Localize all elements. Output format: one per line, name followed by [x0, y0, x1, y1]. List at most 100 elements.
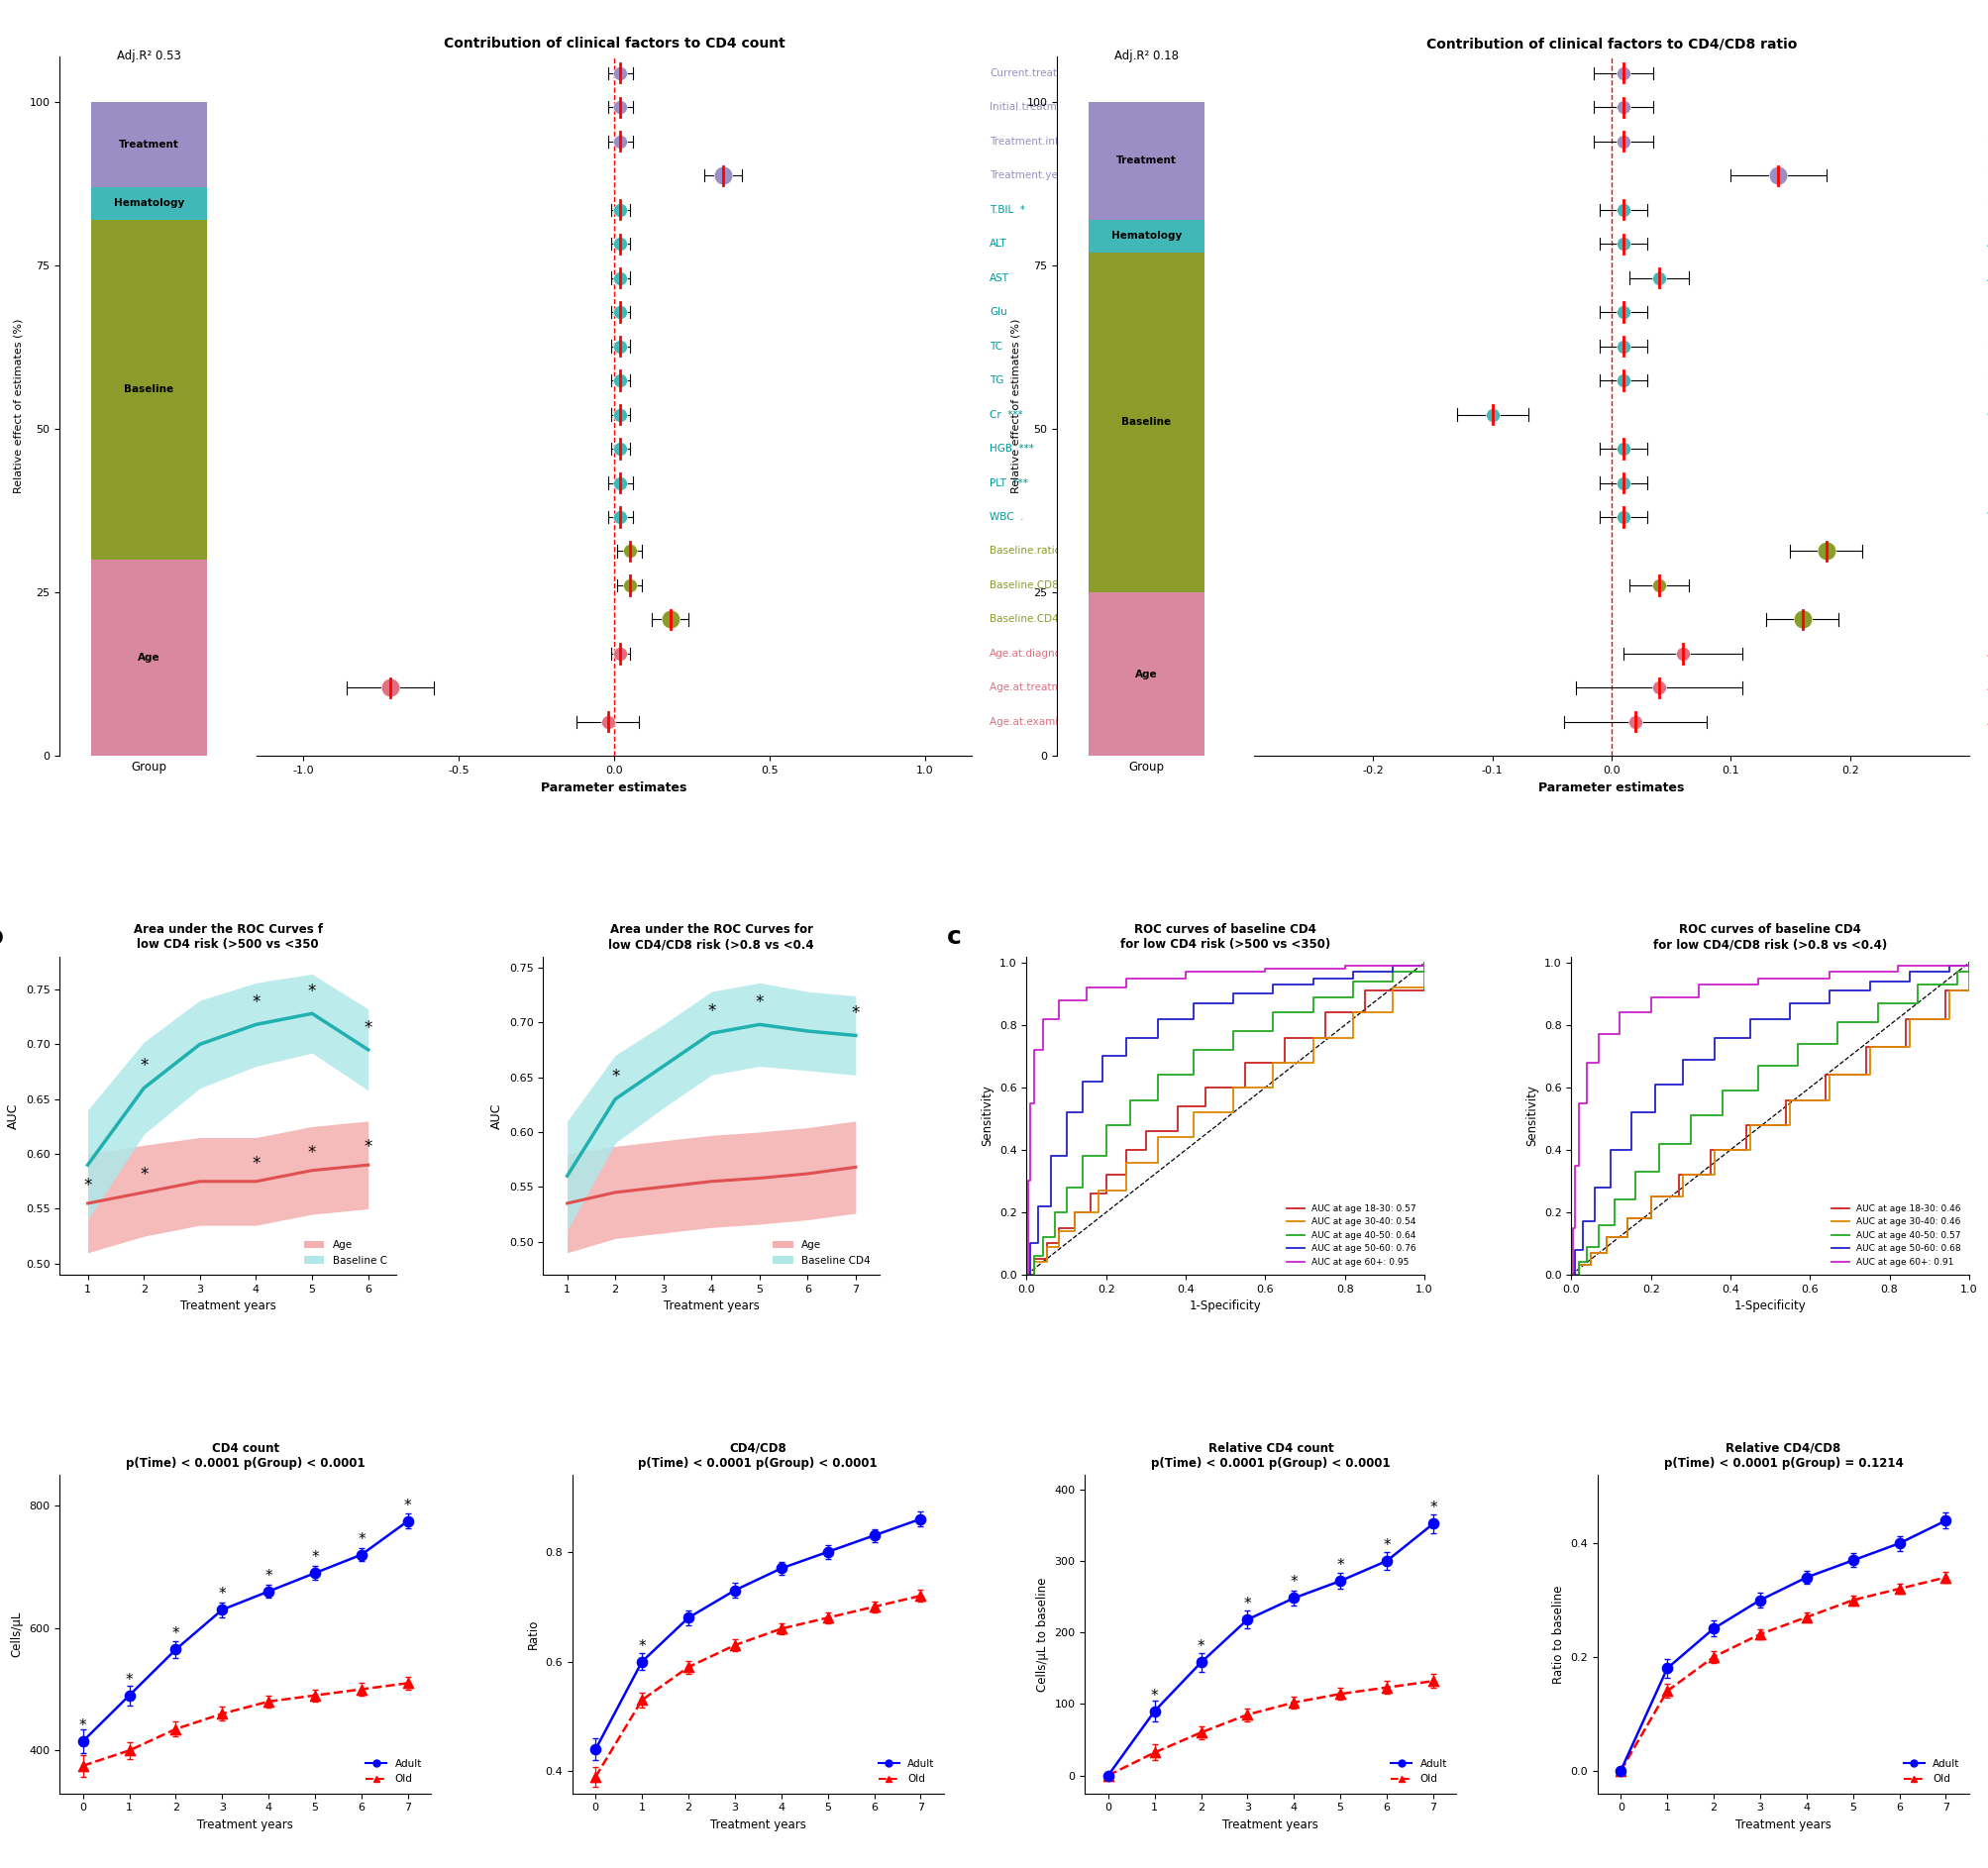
Point — [1604, 1756, 1636, 1786]
Text: ALT: ALT — [1986, 239, 1988, 248]
Y-axis label: Sensitivity: Sensitivity — [980, 1085, 994, 1147]
Point — [207, 1698, 239, 1728]
Point — [1606, 467, 1638, 497]
Point — [1928, 1562, 1960, 1592]
Point — [1278, 1687, 1310, 1717]
Text: *: * — [364, 1138, 372, 1156]
Text: Baseline: Baseline — [1121, 417, 1171, 428]
Point — [1837, 1586, 1869, 1616]
Point — [592, 706, 624, 736]
Point — [1139, 1737, 1171, 1767]
Legend: Adult, Old: Adult, Old — [362, 1754, 425, 1788]
Text: *: * — [638, 1638, 646, 1653]
Text: Current.treatment.plan: Current.treatment.plan — [990, 67, 1109, 78]
Point — [68, 1726, 99, 1756]
Point — [604, 194, 636, 224]
Point — [1606, 92, 1638, 121]
X-axis label: Treatment years: Treatment years — [1734, 1818, 1831, 1831]
Title: ROC curves of baseline CD4
for low CD4 risk (>500 vs <350): ROC curves of baseline CD4 for low CD4 r… — [1119, 923, 1330, 951]
Text: TG: TG — [1986, 375, 1988, 385]
Point — [1789, 1603, 1821, 1633]
Text: TC: TC — [1986, 342, 1988, 351]
Title: Contribution of clinical factors to CD4 count: Contribution of clinical factors to CD4 … — [443, 37, 785, 50]
Text: HGB: HGB — [1986, 445, 1988, 454]
Point — [1606, 502, 1638, 532]
Text: Age.at.treatment.initiation  *: Age.at.treatment.initiation * — [990, 684, 1139, 693]
Title: Area under the ROC Curves for
low CD4/CD8 risk (>0.8 vs <0.4: Area under the ROC Curves for low CD4/CD… — [608, 923, 813, 951]
Text: Age: Age — [1135, 669, 1157, 680]
Point — [1604, 1756, 1636, 1786]
Title: CD4 count
p(Time) < 0.0001 p(Group) < 0.0001: CD4 count p(Time) < 0.0001 p(Group) < 0.… — [125, 1442, 366, 1470]
Text: Age.at.treatment.initiation: Age.at.treatment.initiation — [1986, 684, 1988, 693]
Point — [298, 1558, 330, 1588]
Point — [614, 536, 646, 566]
Point — [1785, 605, 1817, 635]
Legend: Adult, Old: Adult, Old — [1899, 1754, 1962, 1788]
Bar — [91, 220, 207, 560]
Point — [346, 1539, 378, 1569]
Text: Initial.treatment.plan: Initial.treatment.plan — [1986, 103, 1988, 112]
Point — [604, 127, 636, 157]
Point — [1642, 263, 1674, 293]
Point — [811, 1603, 843, 1633]
Point — [1606, 366, 1638, 396]
Point — [252, 1687, 284, 1717]
Legend: Adult, Old: Adult, Old — [1386, 1754, 1451, 1788]
Text: *: * — [610, 1068, 618, 1085]
Point — [1650, 1653, 1682, 1683]
Bar — [1087, 220, 1205, 252]
Point — [1417, 1509, 1449, 1539]
Bar — [91, 560, 207, 757]
X-axis label: Treatment years: Treatment years — [179, 1300, 276, 1313]
Y-axis label: Relative effect of estimates (%): Relative effect of estimates (%) — [14, 319, 24, 493]
Point — [1837, 1545, 1869, 1575]
Point — [1091, 1760, 1123, 1790]
Text: *: * — [851, 1005, 859, 1022]
Text: PLT  **: PLT ** — [1986, 478, 1988, 488]
Point — [604, 366, 636, 396]
Text: Treatment: Treatment — [119, 140, 179, 149]
Text: *: * — [1151, 1689, 1157, 1704]
Text: Age.at.diagnosis: Age.at.diagnosis — [990, 648, 1076, 659]
Title: ROC curves of baseline CD4
for low CD4/CD8 risk (>0.8 vs <0.4): ROC curves of baseline CD4 for low CD4/C… — [1652, 923, 1887, 951]
Point — [604, 467, 636, 497]
Point — [207, 1595, 239, 1625]
X-axis label: Parameter estimates: Parameter estimates — [541, 781, 686, 794]
Point — [1324, 1679, 1356, 1709]
Text: *: * — [139, 1166, 147, 1184]
Text: *: * — [1336, 1558, 1344, 1573]
Point — [392, 1668, 423, 1698]
Text: *: * — [1242, 1597, 1250, 1612]
Text: *: * — [219, 1588, 227, 1601]
Text: *: * — [364, 1018, 372, 1037]
Point — [113, 1735, 145, 1765]
Text: *: * — [1382, 1537, 1390, 1552]
Point — [654, 605, 686, 635]
Text: *: * — [125, 1672, 133, 1687]
Text: Initial.treatment.plan  ***: Initial.treatment.plan *** — [990, 103, 1121, 112]
Text: Age.at.examination: Age.at.examination — [1986, 717, 1988, 727]
Point — [346, 1674, 378, 1704]
X-axis label: 1-Specificity: 1-Specificity — [1189, 1300, 1260, 1313]
Text: Cr  ***: Cr *** — [990, 409, 1022, 420]
X-axis label: 1-Specificity: 1-Specificity — [1734, 1300, 1805, 1313]
Y-axis label: AUC: AUC — [491, 1102, 503, 1128]
Legend: AUC at age 18-30: 0.46, AUC at age 30-40: 0.46, AUC at age 40-50: 0.57, AUC at a: AUC at age 18-30: 0.46, AUC at age 30-40… — [1827, 1201, 1964, 1270]
X-axis label: Treatment years: Treatment years — [1223, 1818, 1318, 1831]
Text: Age.at.examination  **: Age.at.examination ** — [990, 717, 1107, 727]
X-axis label: Parameter estimates: Parameter estimates — [1539, 781, 1684, 794]
Text: WBC  .: WBC . — [990, 512, 1024, 521]
Point — [1698, 1642, 1730, 1672]
Text: Treatment.years  ***: Treatment.years *** — [1986, 170, 1988, 181]
Point — [1606, 127, 1638, 157]
Point — [374, 672, 406, 702]
X-axis label: Treatment years: Treatment years — [197, 1818, 294, 1831]
Text: *: * — [1290, 1575, 1296, 1590]
Text: *: * — [308, 983, 316, 1001]
Point — [604, 58, 636, 88]
Text: *: * — [358, 1532, 366, 1547]
Point — [604, 230, 636, 260]
Point — [1606, 331, 1638, 361]
Text: *: * — [171, 1627, 179, 1642]
Y-axis label: Cells/μL to baseline: Cells/μL to baseline — [1036, 1577, 1048, 1691]
